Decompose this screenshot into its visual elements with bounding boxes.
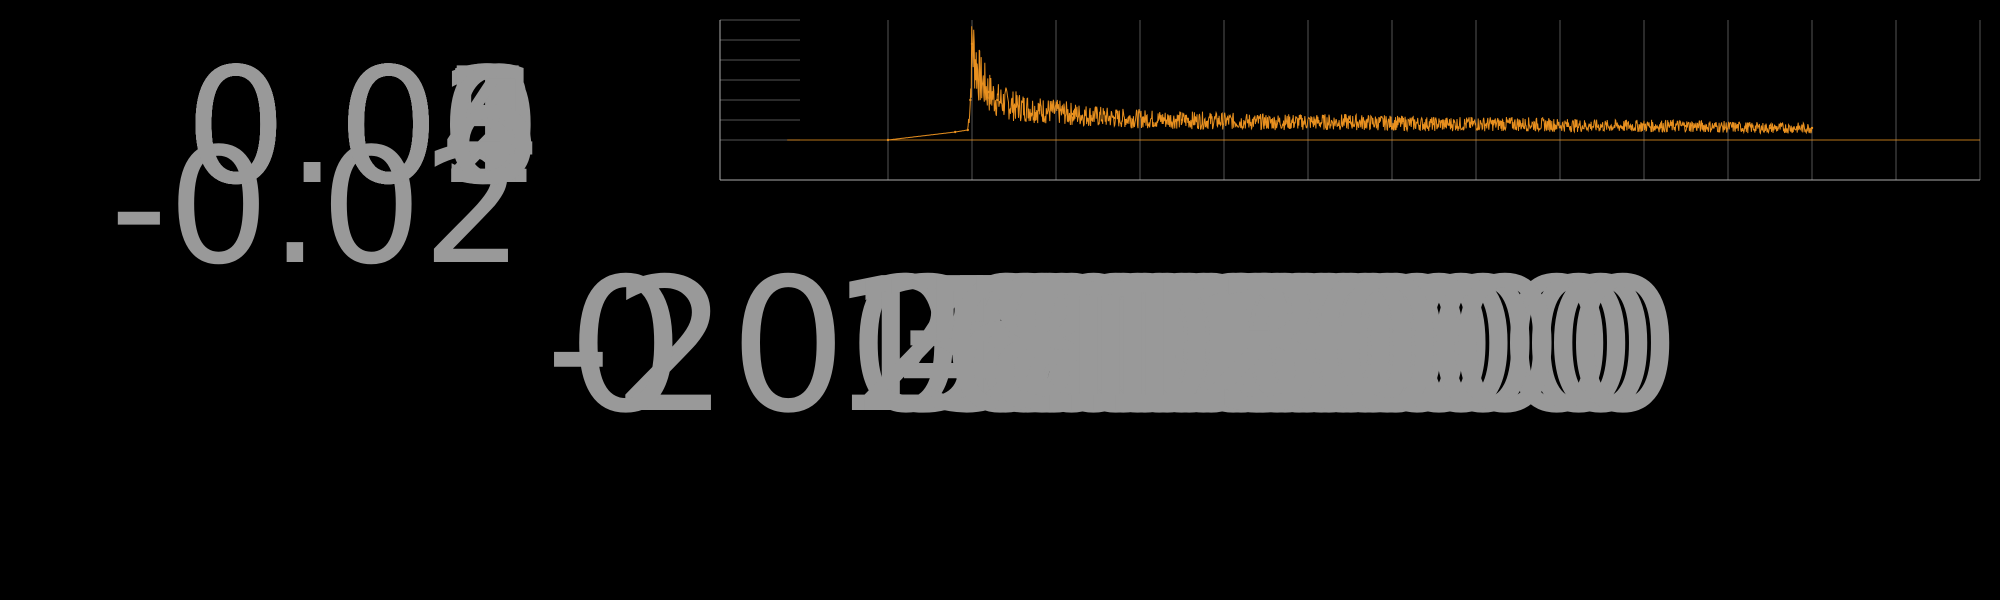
data-point	[1600, 124, 1604, 128]
series-group	[886, 26, 1814, 142]
data-point	[1264, 120, 1268, 124]
y-tick-label: 0.04	[185, 33, 541, 220]
data-point	[886, 138, 890, 142]
axes	[719, 20, 1980, 181]
x-tick-label: 1000	[829, 238, 1300, 454]
y-tick-label: 0.01	[185, 33, 541, 220]
x-tick-label: 8000	[983, 238, 1454, 454]
data-point	[1038, 108, 1041, 112]
x-tick-label: 9000	[1005, 238, 1476, 454]
data-point	[979, 78, 982, 82]
grid	[719, 19, 1981, 181]
x-tick-label: 6000	[939, 238, 1410, 454]
data-point	[1180, 118, 1184, 122]
data-point	[987, 90, 990, 94]
y-tick-label: 0.00	[185, 33, 541, 220]
series-line	[887, 26, 1813, 141]
x-tick-label: 7000	[961, 238, 1432, 454]
data-point	[969, 98, 972, 102]
x-tick-label: 3000	[873, 238, 1344, 454]
y-tick-labels: -0.020.000.010.020.030.040.050.06	[110, 33, 541, 300]
data-point	[966, 128, 969, 132]
y-tick-label: 0.05	[185, 33, 541, 220]
data-point	[1012, 104, 1016, 108]
data-point	[1432, 122, 1436, 126]
x-tick-label: 0	[567, 238, 685, 454]
y-tick-label: 0.06	[185, 33, 541, 220]
data-point	[1348, 120, 1352, 124]
data-point	[970, 42, 974, 46]
data-point	[1684, 124, 1688, 128]
data-point	[954, 130, 957, 134]
data-point	[1516, 122, 1520, 126]
data-point	[1768, 126, 1772, 130]
x-tick-label: 2000	[851, 238, 1322, 454]
data-point	[1113, 116, 1117, 120]
x-tick-label: -2000	[545, 238, 1083, 454]
x-tick-label: 4000	[895, 238, 1366, 454]
y-tick-label: 0.03	[185, 33, 541, 220]
x-tick-label: 12000	[1071, 238, 1660, 454]
x-tick-label: 13000	[1093, 238, 1682, 454]
x-tick-label: 5000	[917, 238, 1388, 454]
y-tick-label: -0.02	[110, 113, 524, 300]
data-point	[1810, 126, 1814, 130]
data-point	[996, 98, 999, 102]
x-tick-label: 10000	[1027, 238, 1616, 454]
x-tick-label: 11000	[1049, 238, 1638, 454]
data-point	[1071, 112, 1075, 116]
y-tick-label: 0.02	[185, 33, 541, 220]
data-point	[975, 62, 978, 66]
